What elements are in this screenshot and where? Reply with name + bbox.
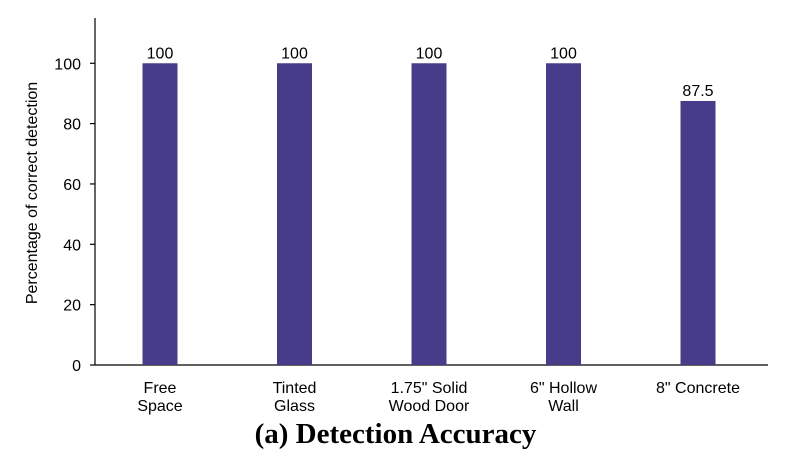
bar	[142, 63, 178, 366]
y-axis-label: Percentage of correct detection	[24, 82, 41, 304]
y-tick-label: 100	[54, 56, 81, 73]
y-tick-label: 60	[63, 177, 81, 194]
bars: 100 100 100 100 87.5	[142, 45, 716, 366]
x-category-label: 8" Concrete	[656, 380, 740, 397]
x-category-label: Free Space	[137, 380, 182, 415]
y-axis: 0 20 40 60 80 100	[54, 18, 96, 375]
bar	[546, 63, 581, 366]
bar-value-label: 100	[416, 45, 443, 62]
bar-value-label: 87.5	[682, 83, 713, 100]
bar	[277, 63, 312, 366]
y-tick-label: 40	[63, 237, 81, 254]
x-category-label: Tinted Glass	[273, 380, 317, 415]
chart-caption: (a) Detection Accuracy	[254, 418, 537, 450]
bar-value-label: 100	[281, 45, 308, 62]
bar-value-label: 100	[147, 45, 174, 62]
x-category-label: 6" Hollow Wall	[530, 380, 597, 415]
x-axis: Free Space Tinted Glass 1.75" Solid Wood Door…	[95, 364, 768, 415]
y-tick-label: 20	[63, 298, 81, 315]
y-tick-label: 80	[63, 117, 81, 134]
x-category-label: 1.75" Solid Wood Door	[389, 380, 470, 415]
y-tick-label: 0	[72, 358, 81, 375]
bar	[680, 100, 716, 365]
bar-value-label: 100	[550, 45, 577, 62]
bar	[411, 63, 447, 366]
